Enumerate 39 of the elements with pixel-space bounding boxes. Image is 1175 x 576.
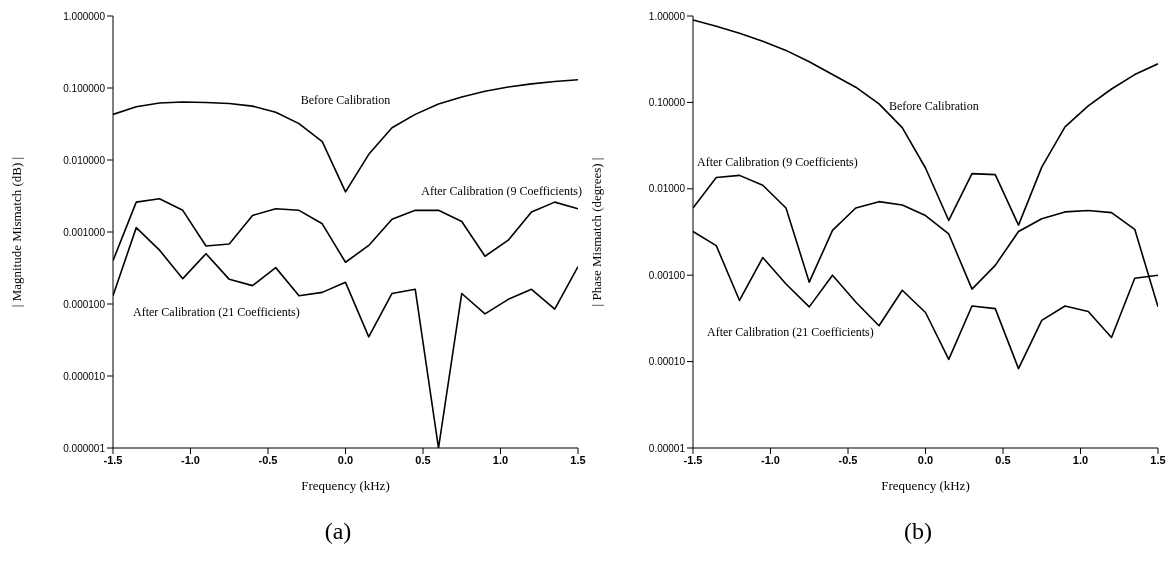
y-axis-title: | Magnitude Mismatch (dB) | xyxy=(8,156,24,308)
y-tick-label: 1.00000 xyxy=(648,10,686,22)
y-axis-title: | Phase Mismatch (degrees) | xyxy=(588,157,604,307)
x-tick-label: -1.0 xyxy=(181,453,200,466)
y-tick-label: 0.00001 xyxy=(648,442,686,454)
y-tick-label: 0.010000 xyxy=(63,154,106,166)
x-tick-label: -1.0 xyxy=(761,453,780,466)
y-tick-label: 0.000001 xyxy=(63,442,106,454)
x-tick-label: 1.0 xyxy=(1072,453,1089,466)
series-label: After Calibration (9 Coefficients) xyxy=(697,154,858,169)
x-tick-label: 0.5 xyxy=(995,453,1011,466)
x-tick-label: 1.5 xyxy=(570,453,586,466)
y-tick-label: 0.000010 xyxy=(63,370,106,382)
x-tick-label: 1.0 xyxy=(492,453,509,466)
x-tick-label: -0.5 xyxy=(258,453,278,466)
x-tick-label: 0.5 xyxy=(415,453,431,466)
x-tick-label: -0.5 xyxy=(838,453,858,466)
x-tick-label: 0.0 xyxy=(337,453,354,466)
y-tick-label: 0.10000 xyxy=(648,96,686,108)
text: (b) xyxy=(903,518,933,545)
x-axis-title: Frequency (kHz) xyxy=(301,478,390,493)
series-label: After Calibration (21 Coefficients) xyxy=(707,324,874,339)
series-label: After Calibration (9 Coefficients) xyxy=(421,183,582,198)
series-label: Before Calibration xyxy=(889,98,979,113)
text: (a) xyxy=(323,518,353,545)
x-axis-title: Frequency (kHz) xyxy=(881,478,970,493)
x-tick-label: 0.0 xyxy=(917,453,934,466)
x-tick-label: -1.5 xyxy=(683,453,703,466)
y-tick-label: 0.01000 xyxy=(648,183,686,195)
series-label: After Calibration (21 Coefficients) xyxy=(133,304,300,319)
y-tick-label: 0.001000 xyxy=(63,226,106,238)
y-tick-label: 0.00100 xyxy=(648,269,686,281)
y-tick-label: 1.000000 xyxy=(63,10,106,22)
y-tick-label: 0.100000 xyxy=(63,82,106,94)
y-tick-label: 0.000100 xyxy=(63,298,106,310)
series-label: Before Calibration xyxy=(300,92,391,107)
y-tick-label: 0.00010 xyxy=(648,356,686,368)
x-tick-label: 1.5 xyxy=(1150,453,1166,466)
x-tick-label: -1.5 xyxy=(103,453,123,466)
